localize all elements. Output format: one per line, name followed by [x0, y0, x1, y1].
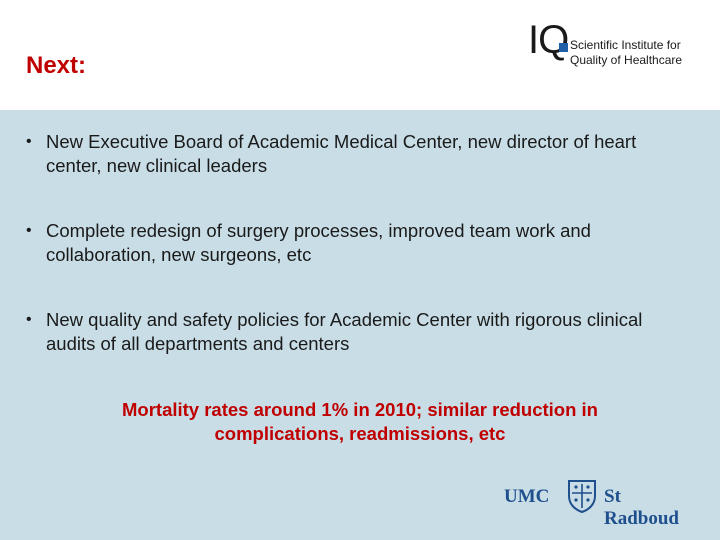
iq-logo-line1: Scientific Institute for — [570, 38, 681, 52]
umc-logo-right-text: St Radboud — [604, 486, 679, 529]
crest-icon — [568, 480, 596, 514]
iq-logo-accent-icon — [559, 43, 568, 52]
bullet-item: • New quality and safety policies for Ac… — [26, 308, 696, 356]
iq-logo-line2: Quality of Healthcare — [570, 53, 683, 67]
bullet-dot-icon: • — [26, 222, 32, 239]
highlight-line2: complications, readmissions, etc — [214, 423, 506, 444]
bullet-dot-icon: • — [26, 133, 32, 150]
bullet-dot-icon: • — [26, 311, 32, 328]
slide-body: • New Executive Board of Academic Medica… — [0, 110, 720, 540]
bullet-text: New quality and safety policies for Acad… — [46, 309, 643, 354]
iq-logo: IQ Scientific Institute for Quality of H… — [528, 18, 718, 78]
highlight-statement: Mortality rates around 1% in 2010; simil… — [20, 398, 700, 446]
slide-header: Next: IQ Scientific Institute for Qualit… — [0, 0, 720, 110]
slide-title: Next: — [26, 52, 87, 79]
iq-logo-text: Scientific Institute for Quality of Heal… — [570, 38, 682, 68]
bullet-text: New Executive Board of Academic Medical … — [46, 131, 637, 176]
bullet-item: • Complete redesign of surgery processes… — [26, 219, 696, 267]
bullet-list: • New Executive Board of Academic Medica… — [26, 130, 696, 397]
umc-logo-left-text: UMC — [504, 486, 550, 507]
bullet-item: • New Executive Board of Academic Medica… — [26, 130, 696, 178]
bullet-text: Complete redesign of surgery processes, … — [46, 220, 591, 265]
highlight-line1: Mortality rates around 1% in 2010; simil… — [122, 399, 598, 420]
umc-logo: UMC St Radboud — [504, 476, 694, 529]
iq-logo-letters: IQ — [528, 18, 569, 62]
